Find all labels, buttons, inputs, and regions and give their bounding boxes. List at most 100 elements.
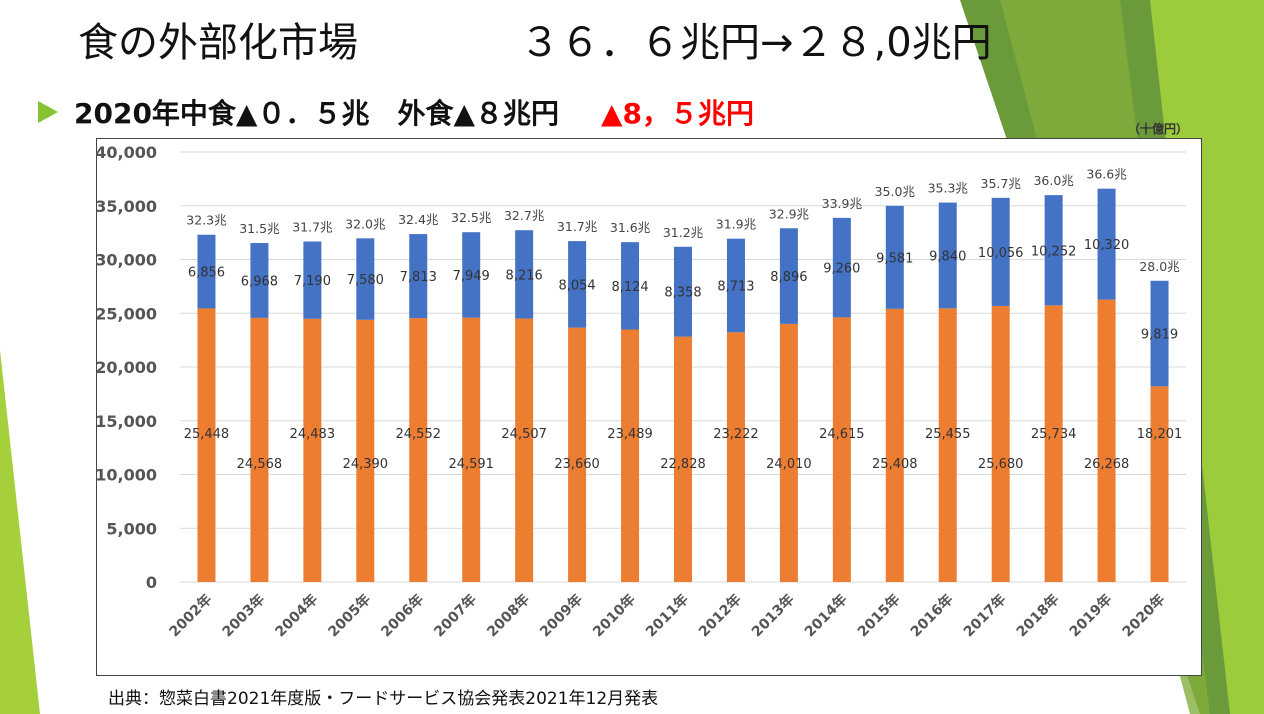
x-tick-label: 2006年: [378, 591, 427, 640]
y-tick-label: 0: [146, 573, 157, 592]
bar-segment-gaishoku: [250, 317, 269, 582]
data-label-gaishoku: 25,680: [978, 457, 1024, 472]
total-label: 33.9兆: [822, 196, 863, 211]
data-label-gaishoku: 24,390: [343, 457, 389, 472]
data-label-gaishoku: 24,552: [396, 427, 442, 442]
total-label: 31.7兆: [292, 220, 333, 235]
data-label-nakashoku: 10,252: [1031, 244, 1077, 259]
data-label-gaishoku: 25,408: [872, 457, 918, 472]
bar-segment-nakashoku: [726, 238, 745, 333]
data-label-gaishoku: 23,660: [554, 457, 600, 472]
x-tick-label: 2016年: [907, 591, 956, 640]
total-label: 32.9兆: [769, 206, 810, 221]
y-tick-label: 35,000: [96, 197, 157, 216]
data-label-nakashoku: 10,320: [1084, 238, 1130, 253]
bar-segment-nakashoku: [409, 234, 428, 319]
x-tick-label: 2015年: [854, 591, 903, 640]
data-label-gaishoku: 25,734: [1031, 427, 1077, 442]
data-label-nakashoku: 7,813: [400, 270, 437, 285]
headline-total-decline: ▲8，５兆円: [601, 97, 755, 130]
x-tick-label: 2010年: [589, 591, 638, 640]
data-label-gaishoku: 23,489: [607, 427, 653, 442]
total-label: 32.7兆: [504, 208, 545, 223]
x-tick-label: 2014年: [801, 591, 850, 640]
bar-segment-nakashoku: [303, 241, 322, 319]
y-tick-label: 15,000: [96, 412, 157, 431]
total-label: 36.6兆: [1086, 167, 1127, 182]
data-label-nakashoku: 8,713: [717, 280, 754, 295]
bar-segment-nakashoku: [1150, 280, 1169, 387]
bar-segment-gaishoku: [303, 318, 322, 582]
x-tick-label: 2007年: [431, 591, 480, 640]
x-tick-label: 2017年: [960, 591, 1009, 640]
data-label-nakashoku: 8,054: [558, 278, 595, 293]
x-tick-label: 2004年: [272, 591, 321, 640]
x-tick-label: 2020年: [1119, 591, 1168, 640]
total-label: 31.2兆: [663, 225, 704, 240]
x-tick-label: 2011年: [642, 591, 691, 640]
bar-segment-gaishoku: [1097, 299, 1116, 582]
total-label: 31.7兆: [557, 219, 598, 234]
bar-segment-gaishoku: [462, 317, 481, 582]
headline-row: 2020年中食▲０．５兆 外食▲８兆円 ▲8，５兆円: [38, 92, 754, 132]
x-tick-label: 2013年: [748, 591, 797, 640]
data-label-nakashoku: 6,856: [188, 266, 225, 281]
y-tick-label: 5,000: [106, 519, 157, 538]
total-label: 28.0兆: [1139, 259, 1180, 274]
bar-segment-nakashoku: [1044, 195, 1063, 306]
total-label: 32.4兆: [398, 212, 439, 227]
total-label: 31.5兆: [239, 221, 280, 236]
y-tick-label: 20,000: [96, 358, 157, 377]
data-label-nakashoku: 7,190: [294, 274, 331, 289]
data-label-gaishoku: 24,483: [290, 427, 336, 442]
data-label-nakashoku: 8,124: [611, 280, 648, 295]
bar-segment-gaishoku: [568, 327, 587, 582]
bullet-triangle-icon: [38, 101, 58, 123]
x-tick-label: 2009年: [536, 591, 585, 640]
data-label-gaishoku: 23,222: [713, 427, 759, 442]
x-tick-label: 2018年: [1013, 591, 1062, 640]
bar-segment-nakashoku: [832, 217, 851, 318]
data-label-nakashoku: 8,216: [506, 268, 543, 283]
unit-note: （十億円）: [1128, 122, 1189, 136]
data-label-nakashoku: 10,056: [978, 246, 1024, 261]
x-tick-label: 2005年: [325, 591, 374, 640]
bar-segment-gaishoku: [726, 332, 745, 582]
bar-segment-gaishoku: [621, 329, 640, 582]
data-label-gaishoku: 24,507: [501, 427, 547, 442]
total-label: 35.7兆: [981, 176, 1022, 191]
data-label-nakashoku: 9,581: [876, 251, 913, 266]
total-label: 31.9兆: [716, 217, 757, 232]
bar-segment-nakashoku: [197, 234, 216, 309]
data-label-gaishoku: 24,010: [766, 457, 812, 472]
data-label-gaishoku: 24,615: [819, 427, 865, 442]
bar-segment-nakashoku: [621, 242, 640, 330]
x-tick-label: 2003年: [219, 591, 268, 640]
total-label: 31.6兆: [610, 220, 651, 235]
bar-segment-nakashoku: [1097, 188, 1116, 300]
data-label-nakashoku: 9,819: [1141, 328, 1178, 343]
data-label-nakashoku: 7,580: [347, 273, 384, 288]
x-tick-label: 2008年: [484, 591, 533, 640]
bar-segment-gaishoku: [779, 323, 798, 582]
total-label: 32.0兆: [345, 216, 386, 231]
bar-segment-nakashoku: [885, 205, 904, 309]
data-label-gaishoku: 24,568: [237, 457, 283, 472]
stacked-bar-chart: 0 5,000 10,000 15,000 20,000 25,000 30,000 35,0…: [96, 143, 1186, 640]
bar-segment-nakashoku: [356, 238, 375, 320]
bar-segment-gaishoku: [1044, 305, 1063, 582]
total-label: 32.3兆: [186, 213, 227, 228]
bar-segment-gaishoku: [991, 305, 1010, 582]
data-label-gaishoku: 18,201: [1137, 427, 1183, 442]
data-label-gaishoku: 24,591: [448, 457, 494, 472]
bar-segment-gaishoku: [356, 319, 375, 582]
bar-segment-nakashoku: [568, 241, 587, 328]
total-label: 35.0兆: [875, 184, 916, 199]
bar-segment-gaishoku: [674, 336, 692, 582]
bar-segment-nakashoku: [515, 230, 534, 319]
bar-segment-nakashoku: [674, 246, 692, 337]
headline-text: 2020年中食▲０．５兆 外食▲８兆円: [74, 97, 559, 130]
chart-frame: [96, 138, 1202, 676]
data-label-nakashoku: 8,358: [664, 286, 701, 301]
bar-segment-gaishoku: [197, 308, 216, 582]
